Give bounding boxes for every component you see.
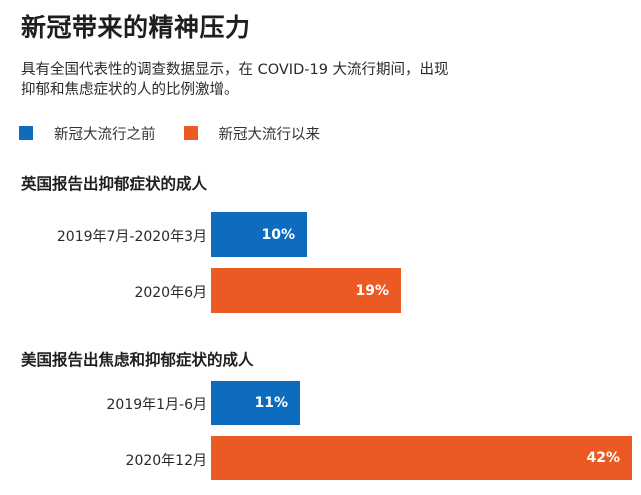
- bar-value-uk-before: 10%: [261, 226, 295, 243]
- subtitle-line-2: 抑郁和焦虑症状的人的比例激增。: [21, 82, 239, 98]
- legend: 新冠大流行之前 新冠大流行以来: [19, 122, 348, 144]
- bar-uk-before: 10%: [211, 212, 307, 257]
- bar-value-us-after: 42%: [586, 450, 620, 466]
- bar-value-us-before: 11%: [254, 395, 288, 411]
- legend-swatch-after: [183, 126, 198, 140]
- bar-us-before: 11%: [211, 381, 300, 425]
- section-title-us: 美国报告出焦虑和抑郁症状的成人: [21, 351, 254, 369]
- legend-label-before: 新冠大流行之前: [54, 126, 156, 143]
- legend-item-after: 新冠大流行以来: [183, 123, 321, 144]
- legend-swatch-before: [19, 126, 33, 140]
- row-label-us-after: 2020年12月: [125, 453, 207, 469]
- chart-subtitle: 具有全国代表性的调查数据显示，在 COVID-19 大流行期间，出现 抑郁和焦虑…: [21, 60, 581, 100]
- legend-item-before: 新冠大流行之前: [19, 123, 156, 144]
- row-label-uk-after: 2020年6月: [134, 285, 207, 301]
- bar-uk-after: 19%: [211, 268, 401, 313]
- row-label-uk-before: 2019年7月-2020年3月: [56, 229, 207, 245]
- bar-value-uk-after: 19%: [355, 282, 389, 299]
- subtitle-line-1: 具有全国代表性的调查数据显示，在 COVID-19 大流行期间，出现: [21, 62, 449, 78]
- row-label-us-before: 2019年1月-6月: [106, 397, 208, 413]
- chart-title: 新冠带来的精神压力: [21, 13, 251, 42]
- bar-us-after: 42%: [211, 436, 632, 480]
- section-title-uk: 英国报告出抑郁症状的成人: [21, 175, 208, 193]
- legend-label-after: 新冠大流行以来: [218, 126, 321, 143]
